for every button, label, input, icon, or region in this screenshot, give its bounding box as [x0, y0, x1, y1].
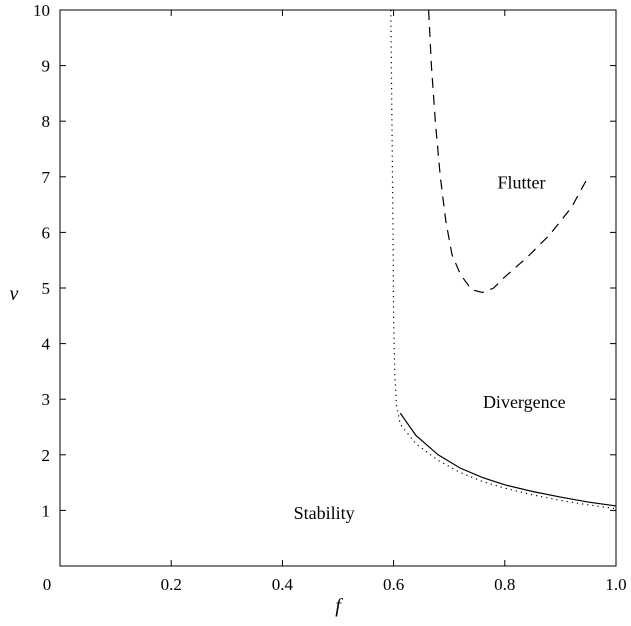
y-tick-label: 5 [42, 279, 51, 298]
region-labels: Flutter Divergence Stability [294, 172, 566, 523]
y-tick-label: 7 [42, 168, 51, 187]
dashed-curve [428, 9, 589, 294]
tick-labels: 0 0.2 0.4 0.6 0.8 1.0 1 2 3 4 5 6 7 8 9 10 [33, 1, 627, 594]
y-tick-label: 3 [42, 390, 51, 409]
x-axis-label: f [335, 595, 343, 617]
x-tick-label: 0.6 [383, 575, 404, 594]
region-label-stability: Stability [294, 503, 355, 523]
y-tick-label: 10 [33, 1, 50, 20]
y-tick-label: 6 [42, 223, 51, 242]
y-tick-label: 8 [42, 112, 51, 131]
x-tick-label: 1.0 [605, 575, 626, 594]
plot-frame [59, 9, 617, 567]
y-tick-label: 1 [42, 501, 51, 520]
y-axis-label: v [10, 283, 19, 305]
x-tick-label: 0.2 [161, 575, 182, 594]
solid-curve [399, 412, 617, 507]
dotted-curve [390, 9, 617, 510]
series-group [390, 9, 617, 510]
y-tick-label: 2 [42, 446, 51, 465]
y-tick-label: 4 [42, 335, 51, 354]
x-tick-label: 0.4 [272, 575, 294, 594]
region-label-divergence: Divergence [483, 392, 566, 412]
axis-ticks [59, 9, 617, 566]
region-label-flutter: Flutter [497, 172, 545, 192]
y-tick-label: 9 [42, 57, 51, 76]
x-tick-label: 0 [43, 575, 52, 594]
x-tick-label: 0.8 [494, 575, 515, 594]
